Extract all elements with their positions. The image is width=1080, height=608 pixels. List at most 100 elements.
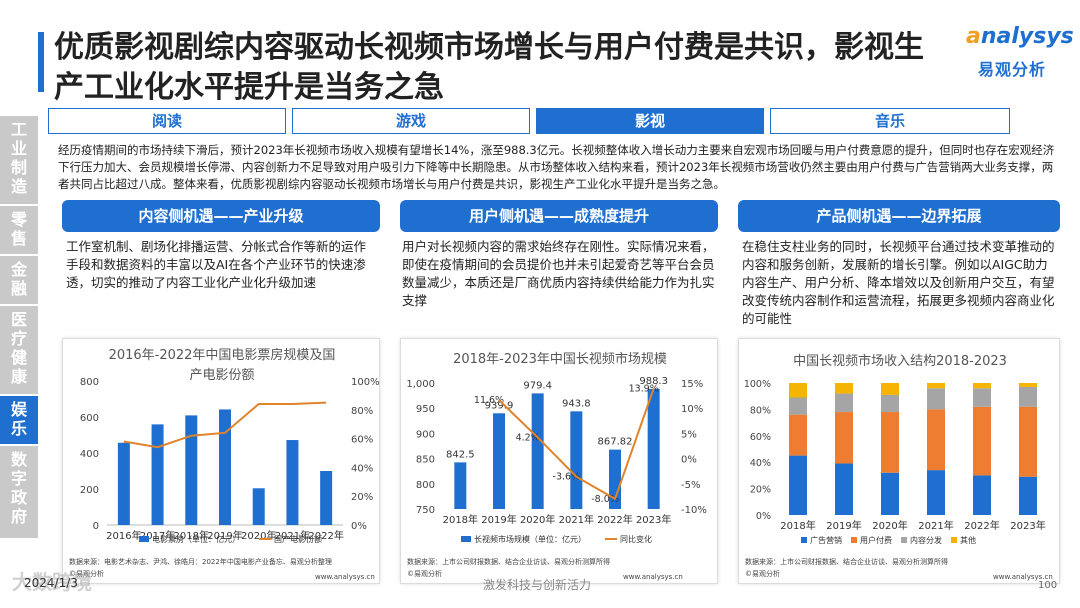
market-size-chart: 2018年-2023年中国长视频市场规模 750 800 850 900 950 1,000… bbox=[406, 351, 706, 544]
page-title: 优质影视剧综内容驱动长视频市场增长与用户付费是共识，影视生产工业化水平提升是当务… bbox=[54, 30, 924, 105]
stacked-bar-segment bbox=[789, 414, 807, 456]
y-tick-label: 0% bbox=[756, 511, 771, 522]
page-number: 100 bbox=[1038, 580, 1058, 591]
stacked-bar-segment bbox=[973, 383, 991, 389]
y-tick-label: 950 bbox=[416, 404, 435, 415]
sidebar-item-label: 数 字 政 府 bbox=[10, 450, 27, 526]
y-tick-label: 200 bbox=[80, 485, 99, 496]
chart-source: 数据来源：上市公司财报数据、结合企业访谈、易观分析测算所得 bbox=[745, 558, 948, 566]
bar bbox=[117, 442, 130, 525]
y2-tick-label: 0% bbox=[681, 455, 697, 466]
line-data-label: 4.2% bbox=[516, 432, 540, 443]
legend-label: 广告营销 bbox=[810, 535, 842, 545]
sidebar-item-digital-gov[interactable]: 数 字 政 府 bbox=[0, 446, 38, 540]
x-tick-label: 2021年 bbox=[559, 513, 594, 526]
chart-panel-revenue-structure: 中国长视频市场收入结构2018-2023 0% 20% 40% 60% 80% 100% 20… bbox=[738, 338, 1060, 584]
industry-sidebar: 工 业 制 造 零 售 金 融 医 疗 健 康 娱 乐 数 字 政 府 bbox=[0, 116, 38, 540]
y-tick-label: 100% bbox=[744, 379, 771, 390]
x-tick-label: 2018年 bbox=[780, 519, 815, 532]
y-tick-label: 850 bbox=[416, 455, 435, 466]
legend-label: 国产电影份额 bbox=[274, 534, 322, 544]
revenue-structure-chart: 中国长视频市场收入结构2018-2023 0% 20% 40% 60% 80% 100% 20… bbox=[744, 353, 1046, 545]
y-tick-label: 80% bbox=[750, 405, 771, 416]
y-tick-label: 900 bbox=[416, 429, 435, 440]
stacked-bar-segment bbox=[835, 393, 853, 413]
sidebar-item-entertainment[interactable]: 娱 乐 bbox=[0, 396, 38, 446]
y2-tick-label: 60% bbox=[351, 435, 373, 446]
sidebar-item-label: 工 业 制 造 bbox=[10, 120, 27, 196]
stacked-bar-segment bbox=[881, 394, 899, 413]
bar bbox=[570, 411, 583, 509]
chart-title: 2018年-2023年中国长视频市场规模 bbox=[453, 351, 667, 367]
analysys-logo: analysys 易观分析 bbox=[956, 24, 1074, 79]
x-tick-label: 2018年 bbox=[174, 529, 209, 542]
stacked-bar-segment bbox=[835, 412, 853, 464]
y2-tick-label: 20% bbox=[351, 492, 373, 503]
y-tick-label: 20% bbox=[750, 485, 771, 496]
chart-source: 数据来源：上市公司财报数据、结合企业访谈、易观分析测算所得 bbox=[407, 558, 610, 566]
sidebar-item-manufacturing[interactable]: 工 业 制 造 bbox=[0, 116, 38, 206]
stacked-bar-segment bbox=[1019, 383, 1037, 387]
y-tick-label: 800 bbox=[416, 480, 435, 491]
y2-tick-label: 40% bbox=[351, 463, 373, 474]
stacked-bar-segment bbox=[973, 406, 991, 476]
x-tick-label: 2023年 bbox=[1010, 519, 1045, 532]
tab-music[interactable]: 音乐 bbox=[770, 108, 1010, 134]
stacked-bar-segment bbox=[1019, 386, 1037, 407]
bar-data-label: 867.82 bbox=[598, 437, 633, 448]
bar-data-label: 988.3 bbox=[639, 376, 668, 387]
sidebar-item-label: 金 融 bbox=[10, 260, 27, 298]
stacked-bar-segment bbox=[1019, 476, 1037, 515]
x-tick-label: 2022年 bbox=[308, 529, 343, 542]
chart-panel-box-office: 2016年-2022年中国电影票房规模及国 产电影份额 0 200 400 600 800 0… bbox=[62, 338, 380, 584]
bar bbox=[219, 409, 231, 525]
stacked-bar-segment bbox=[835, 463, 853, 515]
y-tick-label: 40% bbox=[750, 458, 771, 469]
intro-paragraph: 经历疫情期间的市场持续下滑后，预计2023年长视频市场收入规模有望增长14%，涨… bbox=[58, 143, 1055, 191]
y2-tick-label: 100% bbox=[351, 377, 380, 388]
tab-games[interactable]: 游戏 bbox=[292, 108, 530, 134]
bar bbox=[531, 393, 544, 509]
stacked-bar-segment bbox=[927, 383, 945, 389]
bar-data-label: 842.5 bbox=[446, 449, 475, 460]
bar bbox=[320, 471, 333, 525]
line-data-label: -8.0% bbox=[591, 494, 619, 505]
y2-tick-label: 5% bbox=[681, 429, 697, 440]
x-tick-label: 2019年 bbox=[481, 513, 516, 526]
x-tick-label: 2021年 bbox=[918, 519, 953, 532]
section-header-product: 产品侧机遇——边界拓展 bbox=[738, 200, 1060, 232]
logo-word: nalysys bbox=[980, 24, 1074, 49]
bar bbox=[252, 488, 265, 525]
y-tick-label: 60% bbox=[750, 432, 771, 443]
tab-reading[interactable]: 阅读 bbox=[48, 108, 286, 134]
sidebar-item-healthcare[interactable]: 医 疗 健 康 bbox=[0, 306, 38, 396]
legend-label: 其他 bbox=[960, 535, 976, 545]
bar-data-label: 939.9 bbox=[485, 400, 514, 411]
stacked-bar-segment bbox=[927, 470, 945, 515]
section-body-user: 用户对长视频内容的需求始终存在刚性。实际情况来看，即使在疫情期间的会员提价也并未… bbox=[402, 239, 715, 308]
sidebar-item-label: 娱 乐 bbox=[10, 400, 27, 438]
y2-tick-label: -5% bbox=[681, 480, 700, 491]
chart-title: 中国长视频市场收入结构2018-2023 bbox=[793, 353, 1007, 369]
stacked-bar-segment bbox=[973, 475, 991, 515]
sidebar-item-finance[interactable]: 金 融 bbox=[0, 256, 38, 306]
sidebar-item-retail[interactable]: 零 售 bbox=[0, 206, 38, 256]
stacked-bar-segment bbox=[881, 472, 899, 515]
chart-source: 数据来源：电影艺术杂志、尹鸿、徐皓月：2022年中国电影产业备忘、易观分析整理 bbox=[69, 558, 332, 566]
chart-title: 产电影份额 bbox=[189, 368, 254, 383]
legend-label: 长视频市场规模（单位：亿元） bbox=[474, 534, 586, 544]
section-body-content: 工作室机制、剧场化排播运营、分帐式合作等新的运作手段和数据资料的丰富以及AI在各… bbox=[66, 239, 367, 290]
bar bbox=[151, 424, 164, 525]
legend-label: 内容分发 bbox=[910, 535, 942, 545]
legend-swatch bbox=[851, 537, 857, 543]
y-tick-label: 0 bbox=[93, 521, 99, 532]
legend-swatch bbox=[801, 537, 807, 543]
tab-film[interactable]: 影视 bbox=[536, 108, 764, 134]
stacked-bar-segment bbox=[1019, 406, 1037, 477]
stacked-bar-segment bbox=[835, 383, 853, 394]
legend-swatch bbox=[901, 537, 907, 543]
yoy-line bbox=[498, 388, 655, 501]
legend-swatch-bar bbox=[461, 536, 471, 542]
bar bbox=[286, 440, 299, 525]
